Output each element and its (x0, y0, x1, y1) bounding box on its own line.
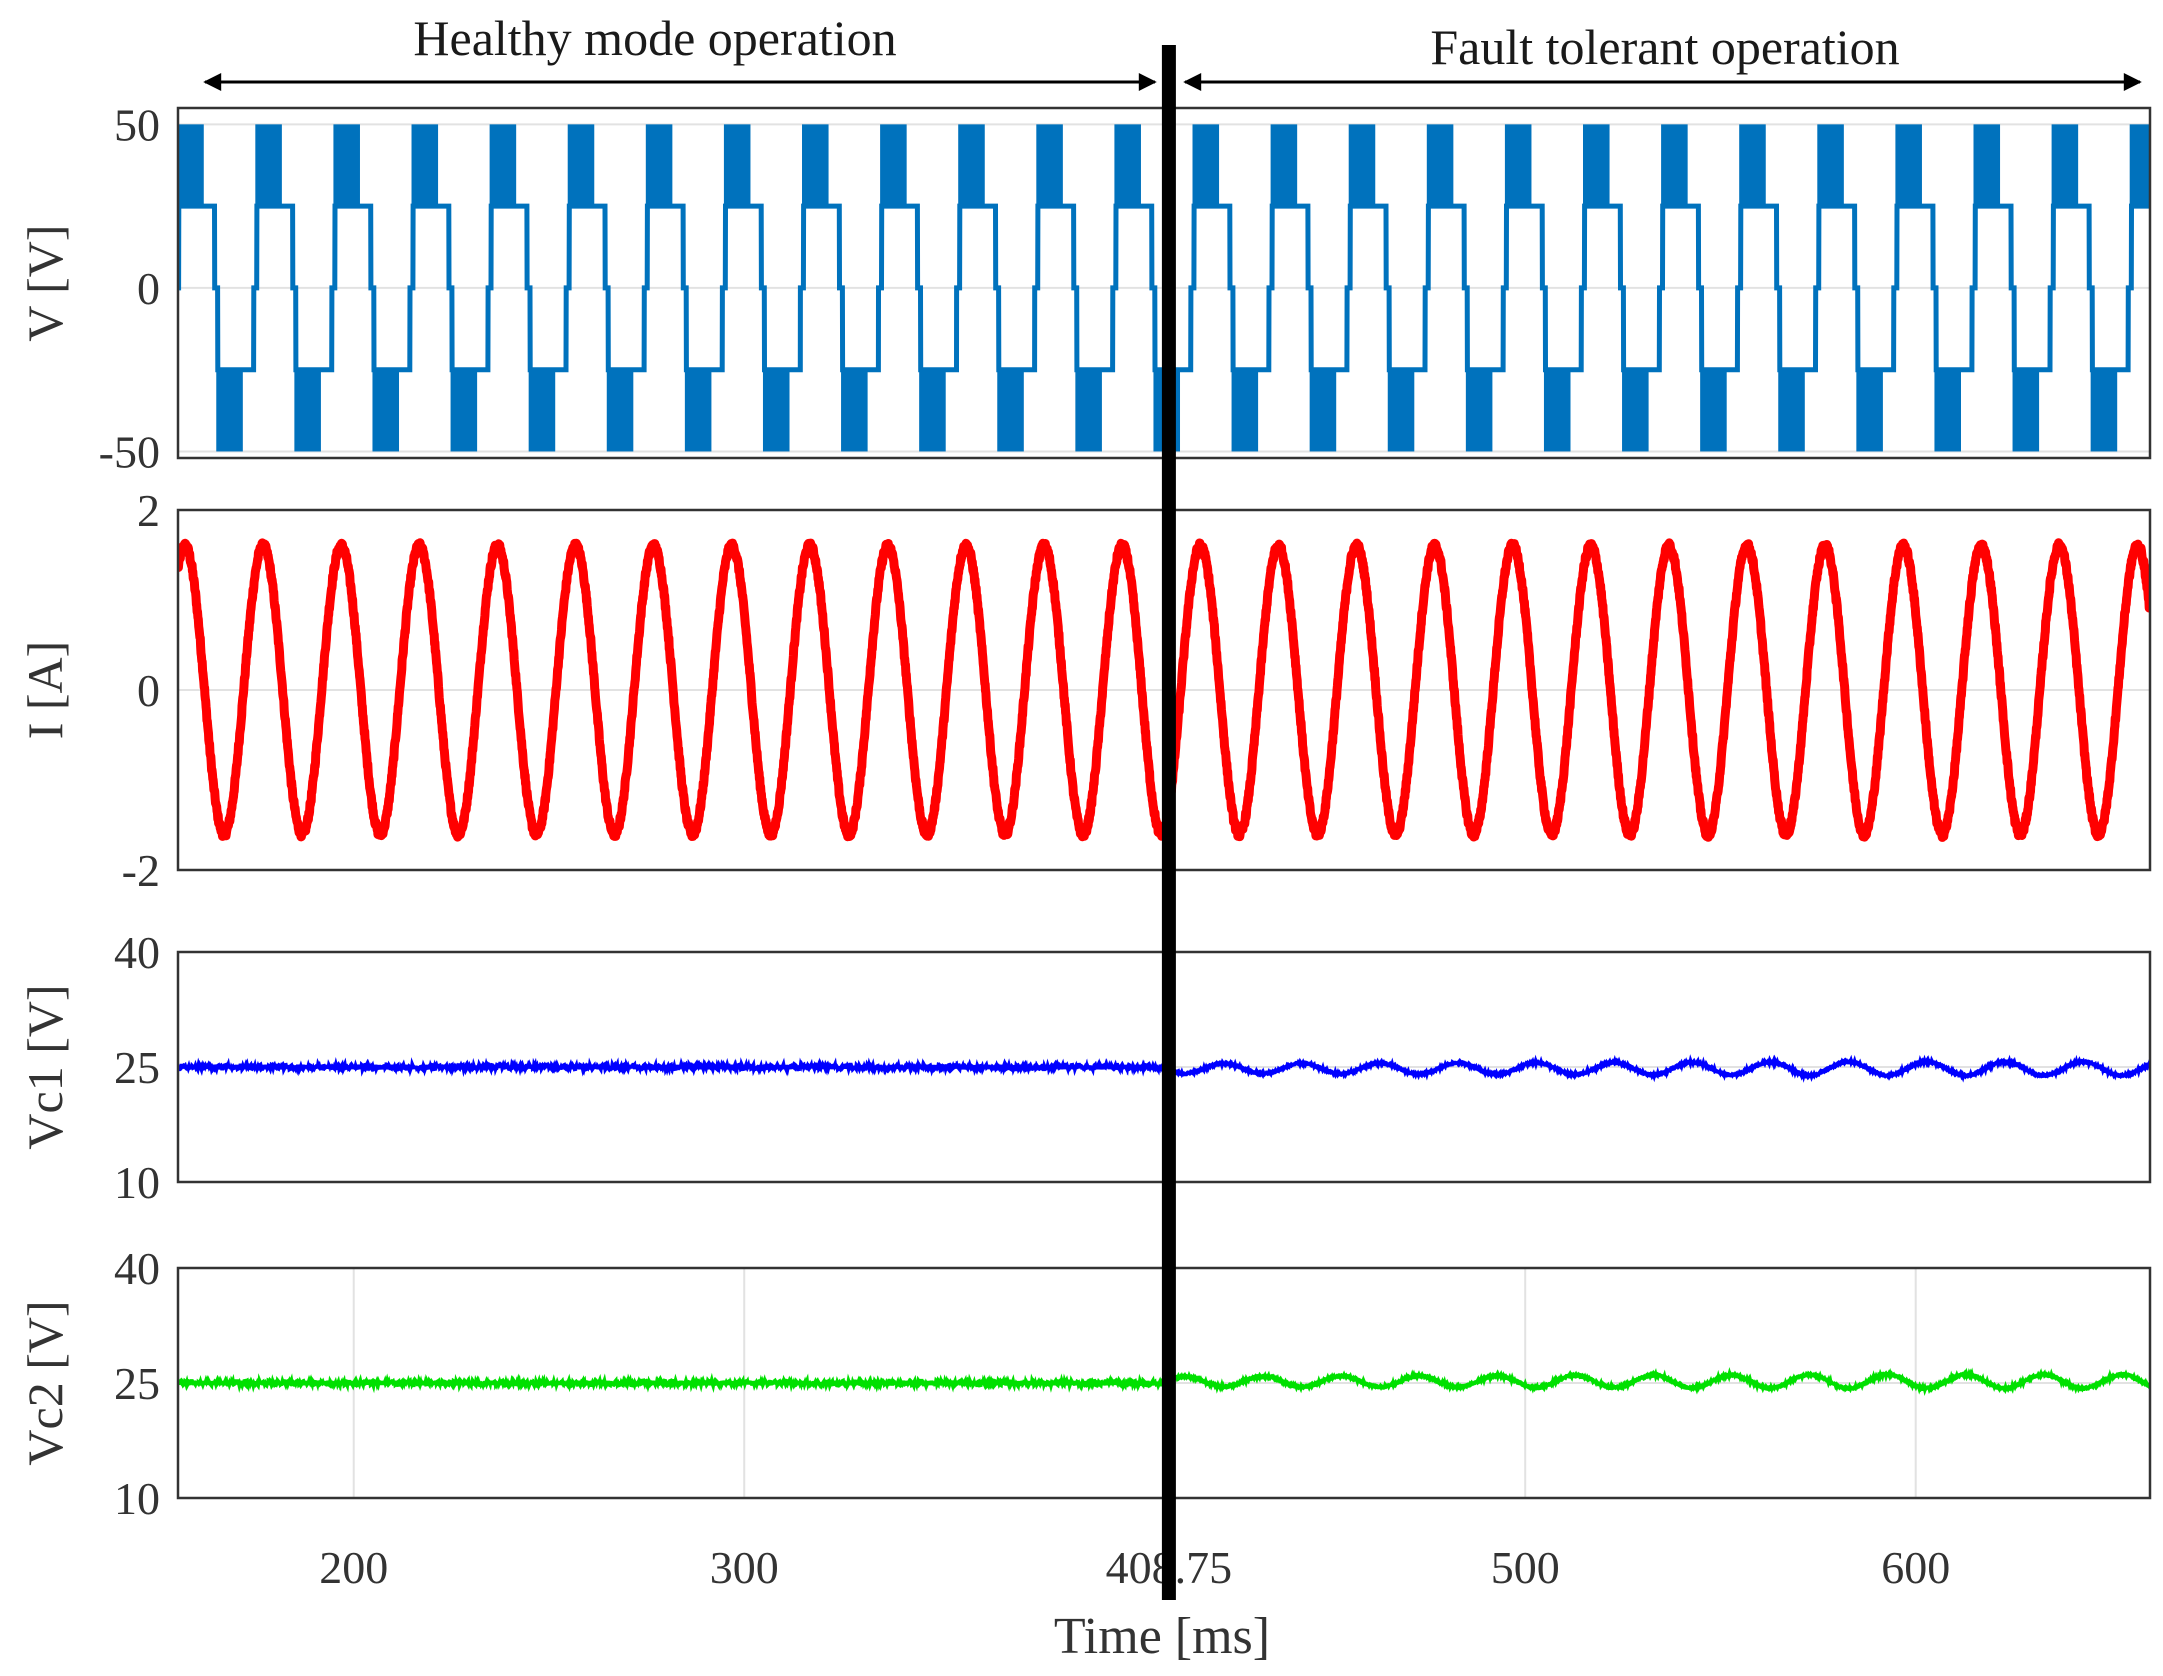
voltage-pwm-band-neg (1387, 369, 1415, 452)
voltage-pwm-band-neg (1231, 369, 1259, 452)
vc1-y-tick-label: 25 (114, 1042, 160, 1093)
voltage-pwm-band-pos (255, 124, 282, 207)
voltage-pwm-band-pos (802, 124, 829, 207)
voltage-pwm-band-neg (2090, 369, 2118, 452)
voltage-pwm-band-pos (1426, 124, 1454, 207)
voltage-pwm-band-neg (1309, 369, 1337, 452)
voltage-pwm-band-pos (1270, 124, 1298, 207)
voltage-pwm-band-pos (1817, 124, 1844, 207)
vc1-y-tick-label: 10 (114, 1157, 160, 1208)
voltage-pwm-band-pos (333, 124, 360, 207)
voltage-pwm-band-pos (2129, 124, 2150, 207)
x-axis-ticks: 200300408.75500600 (319, 1542, 1950, 1593)
vc2-y-tick-label: 40 (114, 1243, 160, 1294)
voltage-pwm-band-pos (1036, 124, 1063, 207)
voltage-pwm-band-pos (2051, 124, 2079, 207)
current-panel: 2 0 -2 I [A] (17, 485, 2152, 896)
current-y-tick-label: 0 (137, 665, 160, 716)
vc1-panel: 40 25 10 Vc1 [V] (17, 927, 2152, 1208)
voltage-pwm-band-neg (294, 369, 321, 452)
voltage-pwm-band-neg (2012, 369, 2040, 452)
voltage-pwm-band-pos (1504, 124, 1532, 207)
x-tick-label: 300 (710, 1542, 779, 1593)
voltage-pwm-band-neg (997, 369, 1024, 452)
voltage-pwm-band-neg (216, 369, 243, 452)
voltage-pwm-band-pos (723, 124, 751, 207)
vc2-y-axis-label: Vc2 [V] (17, 1300, 73, 1465)
current-y-axis-label: I [A] (17, 641, 73, 740)
vc1-y-tick-label: 40 (114, 927, 160, 978)
voltage-pwm-band-pos (645, 124, 673, 207)
x-tick-label: 600 (1881, 1542, 1950, 1593)
vc1-y-axis-label: Vc1 [V] (17, 984, 73, 1149)
voltage-pwm-band-pos (567, 124, 595, 207)
voltage-pwm-band-neg (606, 369, 634, 452)
voltage-pwm-band-neg (762, 369, 790, 452)
current-y-tick-label: 2 (137, 485, 160, 536)
vc2-y-tick-label: 25 (114, 1358, 160, 1409)
voltage-y-tick-label: -50 (99, 426, 160, 477)
x-axis-label: Time [ms] (1054, 1608, 1270, 1665)
voltage-pwm-band-pos (178, 124, 204, 207)
voltage-pwm-band-pos (880, 124, 907, 207)
voltage-y-axis-label: V [V] (17, 224, 73, 341)
voltage-pwm-band-neg (1856, 369, 1883, 452)
voltage-pwm-band-neg (528, 369, 556, 452)
voltage-pwm-band-pos (1348, 124, 1376, 207)
voltage-y-tick-label: 0 (137, 263, 160, 314)
voltage-series (178, 124, 2150, 452)
voltage-pwm-band-neg (1543, 369, 1571, 452)
voltage-pwm-band-neg (684, 369, 712, 452)
vc2-panel: 40 25 10 Vc2 [V] (17, 1243, 2152, 1524)
voltage-pwm-band-pos (489, 124, 517, 207)
healthy-region-label: Healthy mode operation (413, 10, 896, 66)
voltage-pwm-band-pos (1973, 124, 2001, 207)
voltage-pwm-band-pos (1192, 124, 1220, 207)
voltage-pwm-band-pos (1583, 124, 1610, 207)
voltage-pwm-band-neg (1700, 369, 1727, 452)
voltage-pwm-band-neg (450, 369, 478, 452)
voltage-panel: 50 0 -50 V [V] (17, 99, 2152, 477)
voltage-pwm-band-pos (1895, 124, 1922, 207)
fault-region-label: Fault tolerant operation (1430, 19, 1899, 75)
x-tick-label: 200 (319, 1542, 388, 1593)
voltage-pwm-band-neg (1778, 369, 1805, 452)
voltage-pwm-band-pos (1114, 124, 1141, 207)
voltage-pwm-band-neg (1075, 369, 1102, 452)
voltage-pwm-band-pos (411, 124, 439, 207)
voltage-pwm-band-pos (958, 124, 985, 207)
voltage-pwm-band-neg (841, 369, 868, 452)
voltage-pwm-band-pos (1739, 124, 1766, 207)
vc2-y-tick-label: 10 (114, 1473, 160, 1524)
current-y-tick-label: -2 (122, 845, 160, 896)
voltage-pwm-band-neg (372, 369, 400, 452)
voltage-y-tick-label: 50 (114, 99, 160, 150)
voltage-pwm-band-neg (1465, 369, 1493, 452)
voltage-pwm-band-pos (1661, 124, 1688, 207)
voltage-pwm-band-neg (919, 369, 946, 452)
voltage-pwm-band-neg (1934, 369, 1962, 452)
x-tick-label: 500 (1491, 1542, 1560, 1593)
voltage-pwm-band-neg (1622, 369, 1649, 452)
